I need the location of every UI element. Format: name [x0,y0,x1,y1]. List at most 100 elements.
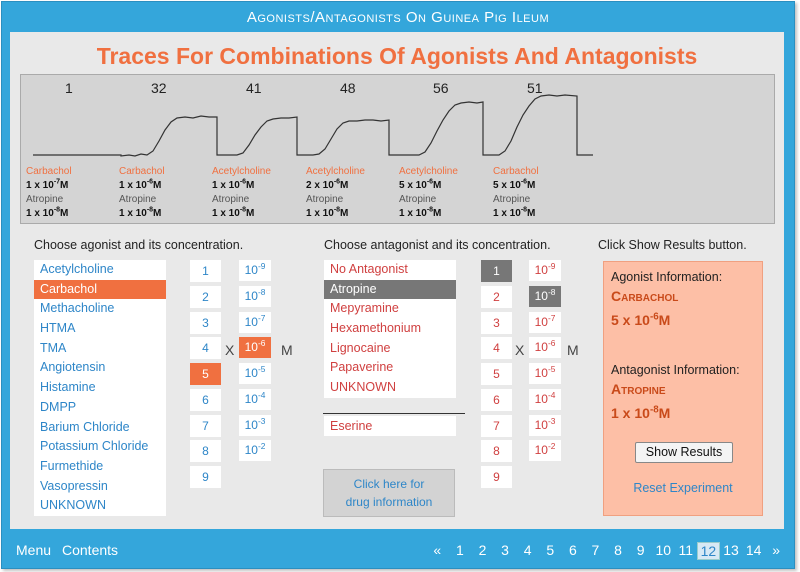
molar-unit: M [281,342,293,358]
agonist-exponent-2[interactable]: 10-2 [239,440,271,462]
agonist-exponent-6[interactable]: 10-6 [239,337,271,359]
agonist-number-7[interactable]: 7 [190,414,221,437]
contents-link[interactable]: Contents [62,542,119,558]
page-link-9[interactable]: 9 [636,542,645,558]
antagonist-number-9[interactable]: 9 [481,466,512,488]
page-link-4[interactable]: 4 [523,542,532,558]
list-divider [323,413,465,414]
trace-number: 51 [527,80,543,96]
agonist-number-2[interactable]: 2 [190,285,221,308]
drug-information-button[interactable]: Click here for drug information [323,469,455,517]
menu-link[interactable]: Menu [16,542,52,558]
next-page-button[interactable]: » [772,542,781,558]
agonist-number-3[interactable]: 3 [190,311,221,334]
agonist-number-9[interactable]: 9 [190,466,221,488]
agonist-item-furmethide[interactable]: Furmethide [40,458,104,473]
antagonist-number-6[interactable]: 6 [481,388,512,411]
page-link-6[interactable]: 6 [568,542,577,558]
antagonist-number-picker: 1 2 3 4 5 6 7 8 9 [481,260,512,492]
page-link-5[interactable]: 5 [546,542,555,558]
trace-number: 48 [340,80,356,96]
page-link-14[interactable]: 14 [745,542,762,558]
antagonist-exponent-5[interactable]: 10-5 [529,363,561,384]
antagonist-item-eserine[interactable]: Eserine [324,416,456,436]
trace-agonist: Acetylcholine [306,166,365,177]
agonist-item-methacholine[interactable]: Methacholine [40,301,115,316]
agonist-exponent-3[interactable]: 10-3 [239,414,271,436]
multiply-sign: X [225,342,235,358]
antagonist-item-no-antagonist[interactable]: No Antagonist [330,262,408,276]
antagonist-heading: Choose antagonist and its concentration. [324,238,551,252]
antagonist-number-3[interactable]: 3 [481,311,512,334]
show-results-button[interactable]: Show Results [635,442,733,463]
antagonist-exponent-9[interactable]: 10-9 [529,260,561,281]
agonist-list: Acetylcholine Carbachol Methacholine HTMA TM… [34,260,166,516]
trace-agonist-conc: 5 x 10-6M [399,178,442,191]
antagonist-item-lignocaine[interactable]: Lignocaine [330,340,391,355]
antagonist-number-7[interactable]: 7 [481,414,512,437]
agonist-exponent-5[interactable]: 10-5 [239,363,271,384]
page-link-1[interactable]: 1 [455,542,464,558]
antagonist-exponent-7[interactable]: 10-7 [529,311,561,333]
agonist-number-1[interactable]: 1 [190,260,221,282]
agonist-item-carbachol[interactable]: Carbachol [34,279,166,300]
agonist-item-dmpp[interactable]: DMPP [40,399,77,414]
trace-agonist-conc: 5 x 10-6M [493,178,536,191]
agonist-exponent-7[interactable]: 10-7 [239,311,271,333]
agonist-number-4[interactable]: 4 [190,337,221,360]
page-link-2[interactable]: 2 [478,542,487,558]
agonist-item-angiotensin[interactable]: Angiotensin [40,360,106,375]
antagonist-item-unknown[interactable]: UNKNOWN [330,380,396,395]
antagonist-exponent-3[interactable]: 10-3 [529,414,561,436]
agonist-item-vasopressin[interactable]: Vasopressin [40,478,108,493]
antagonist-item-papaverine[interactable]: Papaverine [330,360,394,375]
antagonist-number-8[interactable]: 8 [481,440,512,463]
trace-antagonist-conc: 1 x 10-8M [399,206,442,219]
page-link-7[interactable]: 7 [591,542,600,558]
trace-display: 1 32 41 48 56 51 Carbachol 1 x 10-7M Atr… [20,74,775,224]
agonist-item-unknown[interactable]: UNKNOWN [40,498,106,513]
antagonist-exponent-picker: 10-9 10-8 10-7 10-6 10-5 10-4 10-3 10-2 [529,260,561,466]
trace-agonist: Carbachol [493,166,539,177]
agonist-item-acetylcholine[interactable]: Acetylcholine [40,262,114,276]
page-link-3[interactable]: 3 [501,542,509,558]
antagonist-item-hexamethonium[interactable]: Hexamethonium [330,321,422,336]
antagonist-number-5[interactable]: 5 [481,363,512,385]
agonist-item-potassium-chloride[interactable]: Potassium Chloride [40,439,149,454]
prev-page-button[interactable]: « [433,542,442,558]
agonist-item-htma[interactable]: HTMA [40,321,76,336]
agonist-exponent-4[interactable]: 10-4 [239,388,271,410]
page-link-12[interactable]: 12 [697,542,720,560]
agonist-item-barium-chloride[interactable]: Barium Chloride [40,419,130,434]
page-link-13[interactable]: 13 [723,542,739,558]
antagonist-exponent-4[interactable]: 10-4 [529,388,561,410]
antagonist-exponent-8[interactable]: 10-8 [529,285,561,307]
trace-label: Carbachol 5 x 10-6M Atropine 1 x 10-8M [493,165,588,221]
antagonist-number-4[interactable]: 4 [481,337,512,360]
page-link-8[interactable]: 8 [614,542,622,558]
antagonist-info-name: Atropine [611,381,666,397]
trace-number: 32 [151,80,167,96]
agonist-number-8[interactable]: 8 [190,440,221,463]
reset-experiment-link[interactable]: Reset Experiment [633,481,733,495]
agonist-exponent-9[interactable]: 10-9 [239,260,271,281]
trace-antagonist-conc: 1 x 10-8M [119,206,162,219]
page-link-11[interactable]: 11 [678,542,694,558]
antagonist-number-1[interactable]: 1 [481,260,512,282]
antagonist-item-mepyramine[interactable]: Mepyramine [330,301,399,316]
antagonist-exponent-6[interactable]: 10-6 [529,337,561,359]
antagonist-item-atropine[interactable]: Atropine [324,279,456,300]
page-link-10[interactable]: 10 [655,542,672,558]
agonist-number-5[interactable]: 5 [190,363,221,385]
agonist-item-histamine[interactable]: Histamine [40,380,96,395]
antagonist-exponent-2[interactable]: 10-2 [529,440,561,462]
agonist-exponent-8[interactable]: 10-8 [239,285,271,307]
trace-label: Acetylcholine 1 x 10-6M Atropine 1 x 10-… [212,165,307,221]
app-title: Agonists/Antagonists On Guinea Pig Ileum [246,9,550,26]
agonist-number-6[interactable]: 6 [190,388,221,411]
trace-agonist: Carbachol [26,166,72,177]
agonist-item-tma[interactable]: TMA [40,340,67,355]
trace-antagonist: Atropine [119,194,157,205]
agonist-heading: Choose agonist and its concentration. [34,238,244,252]
antagonist-number-2[interactable]: 2 [481,285,512,308]
